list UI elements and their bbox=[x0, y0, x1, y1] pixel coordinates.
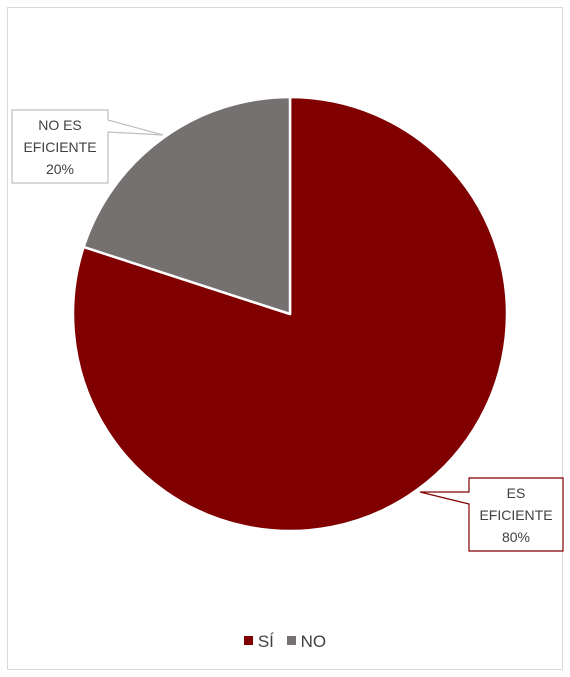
legend-item-si: SÍ bbox=[243, 632, 274, 652]
legend: SÍ NO bbox=[0, 632, 570, 652]
data-label-s: ES EFICIENTE 80% bbox=[419, 477, 564, 552]
data-label-line: 80% bbox=[502, 529, 530, 545]
legend-label-si: SÍ bbox=[257, 632, 274, 651]
legend-swatch-si bbox=[243, 636, 253, 646]
data-label-line: NO ES bbox=[38, 117, 82, 133]
callout-box bbox=[419, 477, 564, 552]
data-label-line: ES bbox=[507, 485, 526, 501]
pie-slice-no bbox=[82, 95, 292, 316]
legend-swatch-no bbox=[286, 636, 296, 646]
data-label-line: EFICIENTE bbox=[479, 507, 552, 523]
data-label-no: NO ES EFICIENTE 20% bbox=[11, 109, 164, 184]
legend-label-no: NO bbox=[300, 632, 327, 651]
data-label-line: EFICIENTE bbox=[23, 139, 96, 155]
data-labels: ES EFICIENTE 80% NO ES EFICIENTE 20% bbox=[11, 109, 564, 552]
legend-item-no: NO bbox=[286, 632, 327, 652]
callout-box bbox=[11, 109, 164, 184]
pie-slices bbox=[71, 95, 509, 533]
data-label-line: 20% bbox=[46, 161, 74, 177]
